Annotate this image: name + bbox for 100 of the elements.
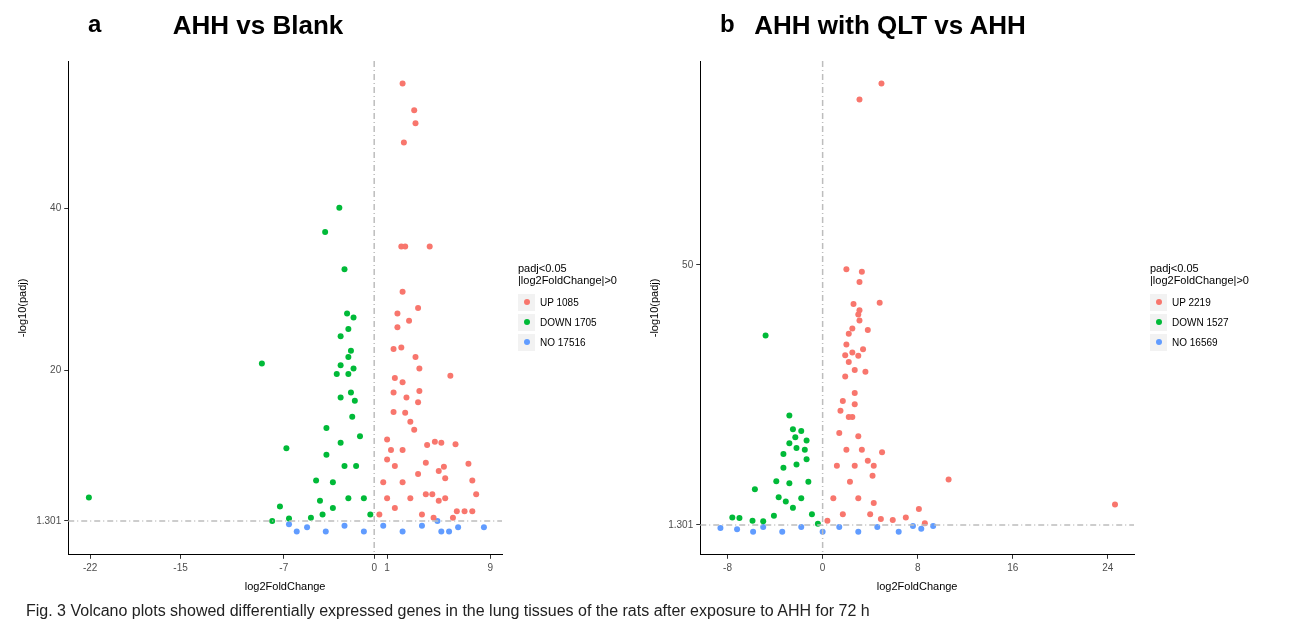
point <box>465 460 472 467</box>
point <box>337 333 344 340</box>
point <box>442 495 449 502</box>
point <box>380 479 387 486</box>
x-tick-label: -7 <box>279 561 289 573</box>
point <box>403 394 410 401</box>
point <box>843 341 850 348</box>
point <box>276 503 283 510</box>
point <box>874 524 881 531</box>
point <box>407 495 414 502</box>
point <box>440 463 447 470</box>
point <box>345 325 352 332</box>
point <box>855 352 862 359</box>
y-tick-label: 50 <box>682 258 694 270</box>
point <box>469 477 476 484</box>
point <box>824 517 831 524</box>
point <box>836 524 843 531</box>
point <box>918 525 925 532</box>
text: b <box>720 10 735 38</box>
point <box>416 365 423 372</box>
point <box>426 243 433 250</box>
point <box>323 451 330 458</box>
point <box>431 438 438 445</box>
point <box>360 495 367 502</box>
point <box>307 514 314 521</box>
point <box>803 437 810 444</box>
point <box>435 467 442 474</box>
point <box>786 412 793 419</box>
y-tick-label: 40 <box>50 202 62 214</box>
point <box>855 433 862 440</box>
point <box>858 446 865 453</box>
point <box>856 96 863 103</box>
point <box>293 528 300 535</box>
point <box>341 522 348 529</box>
point <box>319 511 326 518</box>
point <box>801 446 808 453</box>
point <box>862 368 869 375</box>
chart-title: AHH with QLT vs AHH <box>754 10 1026 40</box>
legend-label: NO 16569 <box>1172 336 1218 348</box>
point <box>344 310 351 317</box>
point <box>798 524 805 531</box>
x-tick-label: -22 <box>82 561 98 573</box>
point <box>864 457 871 464</box>
point <box>399 288 406 295</box>
point <box>808 511 815 518</box>
point <box>770 512 777 519</box>
point <box>782 498 789 505</box>
point <box>258 360 265 367</box>
point <box>412 120 419 127</box>
point <box>337 394 344 401</box>
point <box>418 511 425 518</box>
point <box>415 471 422 478</box>
point <box>329 479 336 486</box>
point <box>846 478 853 485</box>
point <box>749 517 756 524</box>
point <box>843 266 850 273</box>
point <box>416 388 423 395</box>
point <box>400 139 407 146</box>
point <box>455 524 462 531</box>
point <box>391 463 398 470</box>
point <box>399 80 406 87</box>
point <box>394 310 401 317</box>
x-tick-label: 24 <box>1102 561 1114 573</box>
point <box>341 463 348 470</box>
point <box>345 495 352 502</box>
x-axis-title: log2FoldChange <box>244 580 326 593</box>
point <box>856 317 863 324</box>
point <box>399 528 406 535</box>
point <box>717 525 724 532</box>
point <box>316 497 323 504</box>
x-tick-label: -8 <box>723 561 733 573</box>
point <box>736 514 743 521</box>
point <box>751 486 758 493</box>
point <box>422 459 429 466</box>
point <box>329 505 336 511</box>
point <box>304 524 311 531</box>
point <box>729 514 736 521</box>
legend-title: padj<0.05 |log2FoldChange|>0 <box>1150 262 1250 286</box>
point <box>411 426 418 433</box>
point <box>406 317 413 324</box>
point <box>447 372 454 379</box>
point <box>867 511 874 518</box>
point <box>830 495 837 502</box>
y-tick-label: 20 <box>50 363 62 375</box>
point <box>384 436 391 443</box>
x-tick-label: -15 <box>173 561 189 573</box>
point <box>313 477 320 484</box>
point <box>836 430 843 437</box>
point <box>789 426 796 433</box>
point <box>798 427 805 434</box>
point <box>422 491 429 498</box>
point <box>480 524 487 531</box>
point <box>851 401 858 408</box>
point <box>856 279 863 286</box>
point <box>762 332 769 339</box>
point <box>411 107 418 114</box>
point <box>779 528 786 535</box>
point <box>269 517 276 524</box>
point <box>337 362 344 369</box>
point <box>399 446 406 453</box>
